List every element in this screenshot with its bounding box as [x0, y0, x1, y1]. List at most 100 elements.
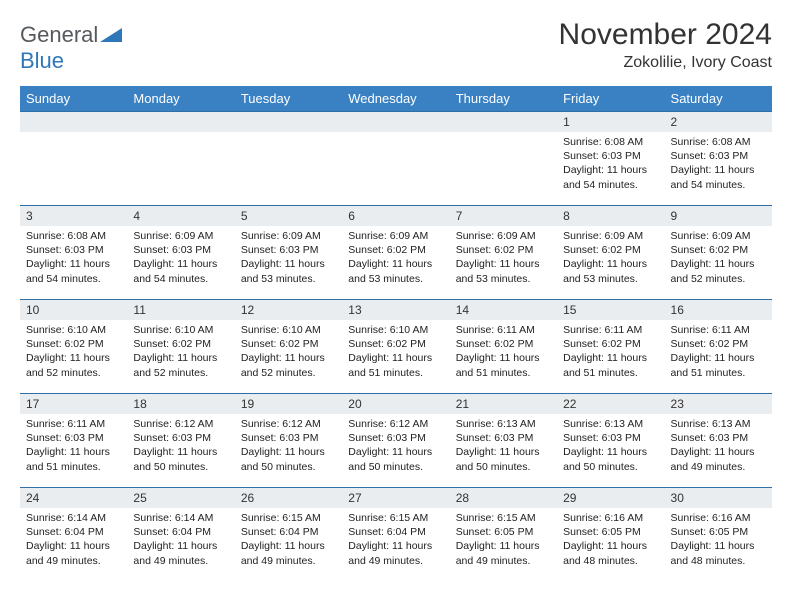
logo: General Blue: [20, 18, 122, 74]
calendar-page: General Blue November 2024 Zokolilie, Iv…: [0, 0, 792, 592]
logo-text: General Blue: [20, 22, 122, 74]
day-details: Sunrise: 6:12 AMSunset: 6:03 PMDaylight:…: [127, 414, 234, 478]
day-number: 29: [557, 488, 664, 508]
weekday-header: Tuesday: [235, 86, 342, 112]
day-number: 30: [665, 488, 772, 508]
sunrise-line: Sunrise: 6:09 AM: [133, 229, 228, 243]
day-number: 8: [557, 206, 664, 226]
day-details: Sunrise: 6:14 AMSunset: 6:04 PMDaylight:…: [20, 508, 127, 572]
daylight-line: Daylight: 11 hours and 51 minutes.: [348, 351, 443, 379]
sunset-line: Sunset: 6:03 PM: [563, 149, 658, 163]
sunrise-line: Sunrise: 6:14 AM: [133, 511, 228, 525]
calendar-cell: 10Sunrise: 6:10 AMSunset: 6:02 PMDayligh…: [20, 300, 127, 394]
day-details: Sunrise: 6:16 AMSunset: 6:05 PMDaylight:…: [665, 508, 772, 572]
daylight-line: Daylight: 11 hours and 49 minutes.: [241, 539, 336, 567]
calendar-cell: [235, 112, 342, 206]
daylight-line: Daylight: 11 hours and 49 minutes.: [133, 539, 228, 567]
calendar-cell: 29Sunrise: 6:16 AMSunset: 6:05 PMDayligh…: [557, 488, 664, 582]
calendar-cell: 22Sunrise: 6:13 AMSunset: 6:03 PMDayligh…: [557, 394, 664, 488]
day-number: 7: [450, 206, 557, 226]
logo-triangle-icon: [100, 26, 122, 42]
daylight-line: Daylight: 11 hours and 54 minutes.: [563, 163, 658, 191]
daylight-line: Daylight: 11 hours and 48 minutes.: [563, 539, 658, 567]
sunset-line: Sunset: 6:04 PM: [348, 525, 443, 539]
day-number: 25: [127, 488, 234, 508]
day-details: Sunrise: 6:12 AMSunset: 6:03 PMDaylight:…: [342, 414, 449, 478]
daylight-line: Daylight: 11 hours and 48 minutes.: [671, 539, 766, 567]
sunrise-line: Sunrise: 6:16 AM: [563, 511, 658, 525]
day-number: 17: [20, 394, 127, 414]
calendar-cell: [127, 112, 234, 206]
calendar-cell: 14Sunrise: 6:11 AMSunset: 6:02 PMDayligh…: [450, 300, 557, 394]
sunrise-line: Sunrise: 6:15 AM: [348, 511, 443, 525]
sunset-line: Sunset: 6:03 PM: [241, 243, 336, 257]
daylight-line: Daylight: 11 hours and 49 minutes.: [26, 539, 121, 567]
sunset-line: Sunset: 6:03 PM: [133, 431, 228, 445]
sunset-line: Sunset: 6:03 PM: [563, 431, 658, 445]
daylight-line: Daylight: 11 hours and 50 minutes.: [348, 445, 443, 473]
calendar-cell: 17Sunrise: 6:11 AMSunset: 6:03 PMDayligh…: [20, 394, 127, 488]
day-number: 11: [127, 300, 234, 320]
daylight-line: Daylight: 11 hours and 50 minutes.: [456, 445, 551, 473]
sunset-line: Sunset: 6:02 PM: [671, 337, 766, 351]
day-number-empty: [20, 112, 127, 132]
day-number: 24: [20, 488, 127, 508]
day-details: Sunrise: 6:13 AMSunset: 6:03 PMDaylight:…: [557, 414, 664, 478]
daylight-line: Daylight: 11 hours and 51 minutes.: [563, 351, 658, 379]
day-details: Sunrise: 6:10 AMSunset: 6:02 PMDaylight:…: [342, 320, 449, 384]
day-number: 15: [557, 300, 664, 320]
calendar-cell: 4Sunrise: 6:09 AMSunset: 6:03 PMDaylight…: [127, 206, 234, 300]
sunrise-line: Sunrise: 6:08 AM: [26, 229, 121, 243]
day-number: 14: [450, 300, 557, 320]
calendar-cell: [450, 112, 557, 206]
day-details: Sunrise: 6:09 AMSunset: 6:02 PMDaylight:…: [342, 226, 449, 290]
calendar-cell: [342, 112, 449, 206]
sunrise-line: Sunrise: 6:11 AM: [671, 323, 766, 337]
sunrise-line: Sunrise: 6:13 AM: [671, 417, 766, 431]
sunset-line: Sunset: 6:03 PM: [26, 243, 121, 257]
weekday-header: Saturday: [665, 86, 772, 112]
daylight-line: Daylight: 11 hours and 52 minutes.: [26, 351, 121, 379]
sunrise-line: Sunrise: 6:12 AM: [241, 417, 336, 431]
sunset-line: Sunset: 6:02 PM: [241, 337, 336, 351]
sunrise-line: Sunrise: 6:12 AM: [133, 417, 228, 431]
daylight-line: Daylight: 11 hours and 50 minutes.: [133, 445, 228, 473]
day-details: Sunrise: 6:11 AMSunset: 6:02 PMDaylight:…: [450, 320, 557, 384]
day-details: Sunrise: 6:13 AMSunset: 6:03 PMDaylight:…: [665, 414, 772, 478]
sunrise-line: Sunrise: 6:09 AM: [563, 229, 658, 243]
calendar-cell: 7Sunrise: 6:09 AMSunset: 6:02 PMDaylight…: [450, 206, 557, 300]
sunset-line: Sunset: 6:04 PM: [133, 525, 228, 539]
day-number: 28: [450, 488, 557, 508]
day-number-empty: [342, 112, 449, 132]
daylight-line: Daylight: 11 hours and 54 minutes.: [133, 257, 228, 285]
day-details: Sunrise: 6:11 AMSunset: 6:02 PMDaylight:…: [557, 320, 664, 384]
day-number: 19: [235, 394, 342, 414]
day-details: Sunrise: 6:16 AMSunset: 6:05 PMDaylight:…: [557, 508, 664, 572]
day-number: 27: [342, 488, 449, 508]
daylight-line: Daylight: 11 hours and 53 minutes.: [563, 257, 658, 285]
day-number: 20: [342, 394, 449, 414]
sunrise-line: Sunrise: 6:09 AM: [241, 229, 336, 243]
daylight-line: Daylight: 11 hours and 50 minutes.: [241, 445, 336, 473]
sunrise-line: Sunrise: 6:09 AM: [671, 229, 766, 243]
sunset-line: Sunset: 6:02 PM: [348, 243, 443, 257]
sunrise-line: Sunrise: 6:16 AM: [671, 511, 766, 525]
day-body-empty: [235, 132, 342, 150]
sunset-line: Sunset: 6:05 PM: [563, 525, 658, 539]
day-details: Sunrise: 6:13 AMSunset: 6:03 PMDaylight:…: [450, 414, 557, 478]
weekday-header: Monday: [127, 86, 234, 112]
day-details: Sunrise: 6:15 AMSunset: 6:04 PMDaylight:…: [342, 508, 449, 572]
weekday-header: Wednesday: [342, 86, 449, 112]
calendar-cell: 6Sunrise: 6:09 AMSunset: 6:02 PMDaylight…: [342, 206, 449, 300]
calendar-cell: 30Sunrise: 6:16 AMSunset: 6:05 PMDayligh…: [665, 488, 772, 582]
calendar-cell: 3Sunrise: 6:08 AMSunset: 6:03 PMDaylight…: [20, 206, 127, 300]
location-subtitle: Zokolilie, Ivory Coast: [559, 54, 772, 72]
sunrise-line: Sunrise: 6:10 AM: [348, 323, 443, 337]
calendar-week-row: 17Sunrise: 6:11 AMSunset: 6:03 PMDayligh…: [20, 394, 772, 488]
daylight-line: Daylight: 11 hours and 49 minutes.: [456, 539, 551, 567]
header: General Blue November 2024 Zokolilie, Iv…: [20, 18, 772, 74]
sunset-line: Sunset: 6:03 PM: [133, 243, 228, 257]
weekday-header: Thursday: [450, 86, 557, 112]
calendar-cell: 2Sunrise: 6:08 AMSunset: 6:03 PMDaylight…: [665, 112, 772, 206]
day-number-empty: [450, 112, 557, 132]
